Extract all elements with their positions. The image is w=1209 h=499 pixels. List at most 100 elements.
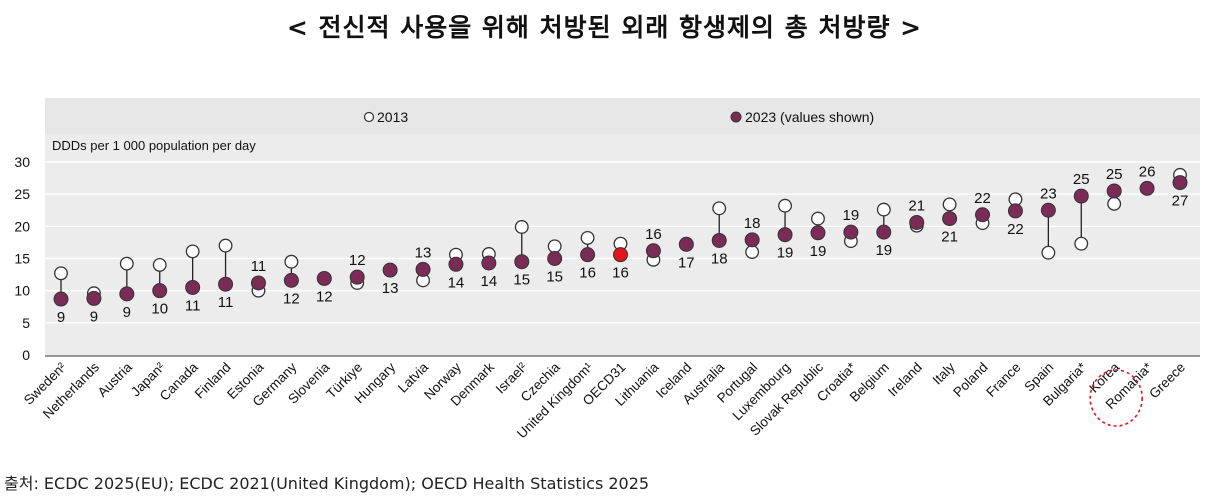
page-title: < 전신적 사용을 위해 처방된 외래 항생제의 총 처방량 > [286, 13, 923, 42]
marker-2023 [481, 255, 497, 271]
value-label: 25 [1073, 171, 1090, 188]
x-tick-label: Greece [1146, 360, 1188, 402]
x-tick-label: Poland [950, 360, 990, 400]
value-label: 23 [1040, 185, 1057, 202]
marker-2013 [712, 201, 727, 216]
value-label: 19 [777, 245, 794, 262]
value-label: 11 [185, 297, 201, 314]
marker-2023 [349, 269, 365, 285]
marker-2023 [876, 224, 892, 240]
marker-2023 [744, 232, 760, 248]
value-label: 13 [415, 244, 432, 261]
marker-2023 [843, 224, 859, 240]
x-tick-label: France [983, 360, 1023, 400]
value-label: 18 [711, 250, 728, 267]
marker-2023 [1106, 183, 1122, 199]
marker-2023 [514, 254, 530, 270]
marker-2023 [448, 256, 464, 272]
marker-2013 [1107, 196, 1122, 211]
marker-2023 [415, 261, 431, 277]
marker-2023 [283, 272, 299, 288]
value-label: 21 [908, 197, 925, 214]
marker-2023 [645, 243, 661, 259]
korea-highlight-ring [1089, 369, 1143, 427]
marker-2023 [382, 262, 398, 278]
value-label: 22 [974, 190, 991, 207]
marker-2023 [547, 251, 563, 266]
value-label: 14 [448, 274, 465, 291]
value-label: 21 [941, 229, 958, 246]
value-label: 12 [283, 290, 300, 307]
marker-2023 [613, 247, 628, 263]
source-note: 출처: ECDC 2025(EU); ECDC 2021(United King… [4, 474, 650, 493]
marker-2013 [811, 211, 825, 226]
marker-2023 [1172, 175, 1188, 191]
value-label: 22 [1007, 221, 1024, 238]
value-label: 12 [349, 252, 366, 269]
marker-2023 [975, 207, 991, 223]
marker-2023 [316, 270, 332, 286]
marker-2023 [1007, 203, 1023, 219]
value-label: 19 [810, 243, 827, 260]
marker-2023 [185, 279, 201, 295]
y-tick-label: 20 [14, 218, 30, 234]
gridlines [45, 161, 1200, 324]
value-label: 9 [123, 304, 131, 321]
value-label: 17 [678, 254, 695, 271]
legend-marker-2023 [730, 111, 742, 123]
marker-2023 [580, 247, 596, 263]
marker-2023 [777, 227, 793, 243]
marker-2023 [711, 232, 727, 248]
y-axis-label: DDDs per 1 000 population per day [52, 138, 256, 153]
value-label: 13 [382, 280, 399, 297]
marker-2023 [119, 286, 135, 302]
y-axis-ticks: 0 5 10 15 20 25 30 [14, 154, 30, 363]
value-label: 18 [744, 215, 761, 232]
chart: 0 5 10 15 20 25 30 DDDs per 1 000 population p… [14, 98, 1200, 441]
value-label: 15 [546, 269, 563, 286]
marker-2023 [250, 275, 266, 291]
marker-2023 [678, 236, 694, 252]
value-label: 16 [612, 265, 629, 282]
value-label: 12 [316, 288, 333, 305]
value-label: 19 [843, 207, 860, 224]
value-label: 10 [151, 301, 168, 318]
value-labels: 9 9 9 10 11 11 11 12 12 12 13 13 14 14 15 15 16 16 16 17 18 1… [57, 163, 1189, 326]
y-tick-label: 15 [14, 251, 30, 267]
legend: 2013 2023 (values shown) [363, 109, 874, 125]
marker-2013 [1041, 245, 1056, 260]
value-label: 11 [251, 258, 267, 275]
marker-2023 [942, 211, 958, 227]
value-label: 11 [218, 294, 234, 311]
marker-2023 [909, 214, 925, 230]
marker-2013 [1074, 236, 1089, 251]
marker-2023 [1139, 180, 1155, 196]
marker-2023 [218, 276, 234, 292]
value-label: 9 [57, 309, 65, 326]
value-label: 9 [90, 308, 98, 325]
marker-2013 [185, 244, 200, 259]
y-tick-label: 5 [22, 315, 30, 331]
x-tick-label: Austria [95, 359, 136, 400]
y-tick-label: 25 [14, 186, 30, 202]
series-2023 [53, 175, 1188, 307]
marker-2013 [119, 256, 134, 271]
value-label: 14 [481, 273, 498, 290]
marker-2013 [152, 257, 167, 272]
value-label: 25 [1106, 166, 1123, 183]
legend-marker-2013 [363, 111, 375, 123]
legend-band [45, 98, 1200, 134]
marker-2023 [1073, 188, 1089, 204]
value-label: 15 [513, 272, 530, 289]
marker-2023 [86, 290, 102, 306]
value-label: 27 [1172, 193, 1189, 210]
y-tick-label: 30 [14, 154, 30, 170]
marker-2013 [942, 197, 957, 212]
marker-2013 [778, 198, 793, 213]
marker-2013 [876, 202, 891, 217]
value-label: 16 [579, 265, 596, 282]
marker-2013 [580, 230, 595, 245]
marker-2013 [745, 245, 760, 260]
legend-label-2023: 2023 (values shown) [745, 109, 874, 125]
value-label: 26 [1139, 163, 1156, 180]
